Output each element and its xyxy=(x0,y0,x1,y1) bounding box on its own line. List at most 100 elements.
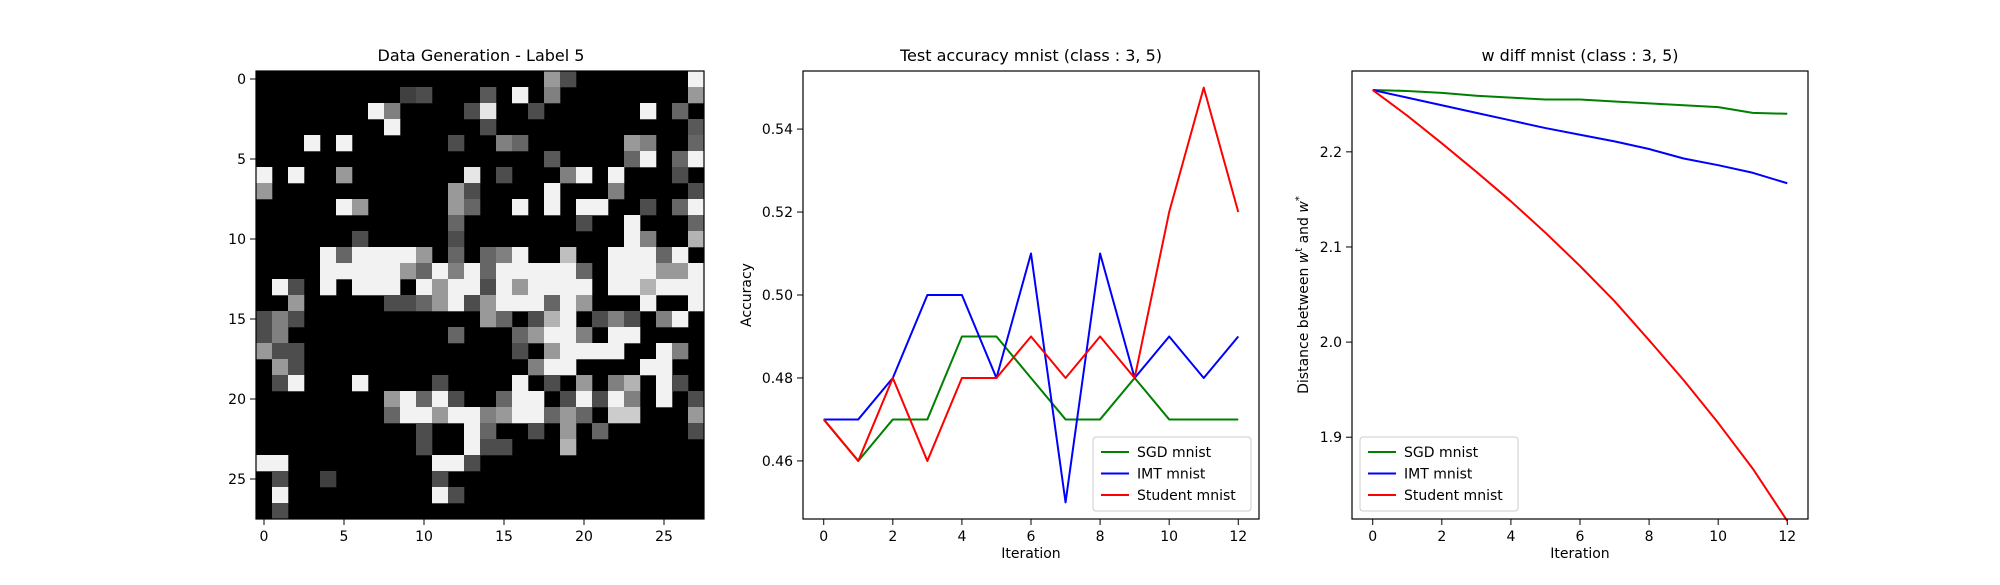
x-tick-label: 4 xyxy=(957,529,966,545)
x-tick-label: 0 xyxy=(819,529,828,545)
heatmap-pixel xyxy=(576,199,593,216)
heatmap-pixel xyxy=(272,375,289,392)
heatmap-pixel xyxy=(624,135,641,152)
x-tick-label: 10 xyxy=(1160,529,1178,545)
legend-box xyxy=(1359,436,1519,512)
heatmap-pixel xyxy=(672,151,689,168)
heatmap-pixel xyxy=(672,375,689,392)
heatmap-pixel xyxy=(416,407,433,424)
heatmap-pixel xyxy=(464,423,481,440)
wdiff-y-label: Distance between wt and w* xyxy=(1294,196,1312,394)
series-line-sgd-mnist xyxy=(822,335,1239,462)
accuracy-panel: Test accuracy mnist (class : 3, 5) 0 2 4 6 8… xyxy=(739,46,1260,562)
heatmap-pixel xyxy=(640,247,657,264)
heatmap-pixel xyxy=(448,279,465,296)
heatmap-pixel xyxy=(560,167,577,184)
x-tick-label: 0 xyxy=(1368,529,1377,545)
heatmap-pixel xyxy=(432,375,449,392)
heatmap-pixel xyxy=(640,279,657,296)
x-tick-label: 6 xyxy=(1027,529,1036,545)
y-tick-label: 0.54 xyxy=(762,122,793,138)
heatmap-pixel xyxy=(560,247,577,264)
heatmap-pixel xyxy=(368,247,385,264)
heatmap-pixel xyxy=(608,343,625,360)
heatmap-pixel xyxy=(624,247,641,264)
heatmap-pixel xyxy=(688,135,705,152)
heatmap-pixel xyxy=(624,263,641,280)
heatmap-pixel xyxy=(688,279,705,296)
heatmap-pixel xyxy=(608,311,625,328)
x-tick-label: 2 xyxy=(888,529,897,545)
heatmap-pixel xyxy=(560,359,577,376)
y-tick-label: 0.48 xyxy=(762,371,793,387)
heatmap-x-tick-label: 25 xyxy=(655,529,673,545)
heatmap-pixel xyxy=(448,135,465,152)
heatmap-pixel xyxy=(608,247,625,264)
heatmap-pixel xyxy=(336,199,353,216)
heatmap-pixel xyxy=(528,423,545,440)
heatmap-pixel xyxy=(448,215,465,232)
heatmap-pixel xyxy=(672,311,689,328)
heatmap-pixel xyxy=(608,391,625,408)
heatmap-pixel xyxy=(288,167,305,184)
heatmap-pixel xyxy=(560,343,577,360)
y-tick-label: 0.46 xyxy=(762,454,793,470)
heatmap-pixel xyxy=(688,199,705,216)
heatmap-y-tick-label: 15 xyxy=(228,312,246,328)
heatmap-pixel xyxy=(560,327,577,344)
heatmap-pixel xyxy=(656,311,673,328)
heatmap-pixel xyxy=(256,183,273,200)
heatmap-pixel xyxy=(272,279,289,296)
heatmap-pixel xyxy=(416,263,433,280)
heatmap-pixel xyxy=(560,407,577,424)
heatmap-pixel xyxy=(368,103,385,120)
heatmap-pixel xyxy=(496,295,513,312)
heatmap-pixel xyxy=(512,199,529,216)
heatmap-pixel xyxy=(320,471,337,488)
heatmap-pixel xyxy=(352,199,369,216)
heatmap-pixel xyxy=(464,199,481,216)
heatmap-pixel xyxy=(416,423,433,440)
heatmap-pixel xyxy=(640,151,657,168)
heatmap-pixel xyxy=(384,247,401,264)
heatmap-pixel xyxy=(496,167,513,184)
heatmap-pixel xyxy=(528,311,545,328)
heatmap-pixel xyxy=(272,359,289,376)
y-tick-label: 0.50 xyxy=(762,288,793,304)
heatmap-pixel xyxy=(512,135,529,152)
accuracy-x-axis: 0 2 4 6 8 10 12 xyxy=(819,519,1247,545)
heatmap-pixel xyxy=(576,167,593,184)
heatmap-pixel xyxy=(464,279,481,296)
wdiff-y-axis: 1.9 2.0 2.1 2.2 xyxy=(1320,145,1352,446)
heatmap-pixel xyxy=(544,359,561,376)
heatmap-pixel xyxy=(464,103,481,120)
heatmap-pixel xyxy=(480,407,497,424)
y-tick-label: 2.1 xyxy=(1320,240,1342,256)
heatmap-pixel xyxy=(624,391,641,408)
heatmap-pixel xyxy=(400,295,417,312)
wdiff-x-axis: 0 2 4 6 8 10 12 xyxy=(1368,519,1796,545)
heatmap-pixel xyxy=(416,87,433,104)
heatmap-pixel xyxy=(352,263,369,280)
heatmap-pixel xyxy=(336,135,353,152)
heatmap-y-tick-label: 20 xyxy=(228,392,246,408)
heatmap-pixel xyxy=(640,199,657,216)
heatmap-pixel xyxy=(448,263,465,280)
wdiff-x-label: Iteration xyxy=(1550,546,1609,562)
heatmap-pixel xyxy=(432,295,449,312)
heatmap-pixel xyxy=(448,487,465,504)
heatmap-pixel xyxy=(432,263,449,280)
heatmap-pixel xyxy=(688,215,705,232)
y-tick-label: 2.2 xyxy=(1320,145,1342,161)
heatmap-pixel xyxy=(688,295,705,312)
heatmap-pixel xyxy=(560,279,577,296)
heatmap-pixel xyxy=(384,103,401,120)
heatmap-pixel xyxy=(672,263,689,280)
accuracy-series-lines xyxy=(822,86,1240,504)
heatmap-pixel xyxy=(656,247,673,264)
heatmap-pixel xyxy=(544,87,561,104)
heatmap-pixel xyxy=(448,231,465,248)
heatmap-pixel xyxy=(464,167,481,184)
heatmap-pixel xyxy=(272,471,289,488)
heatmap-pixel xyxy=(480,279,497,296)
